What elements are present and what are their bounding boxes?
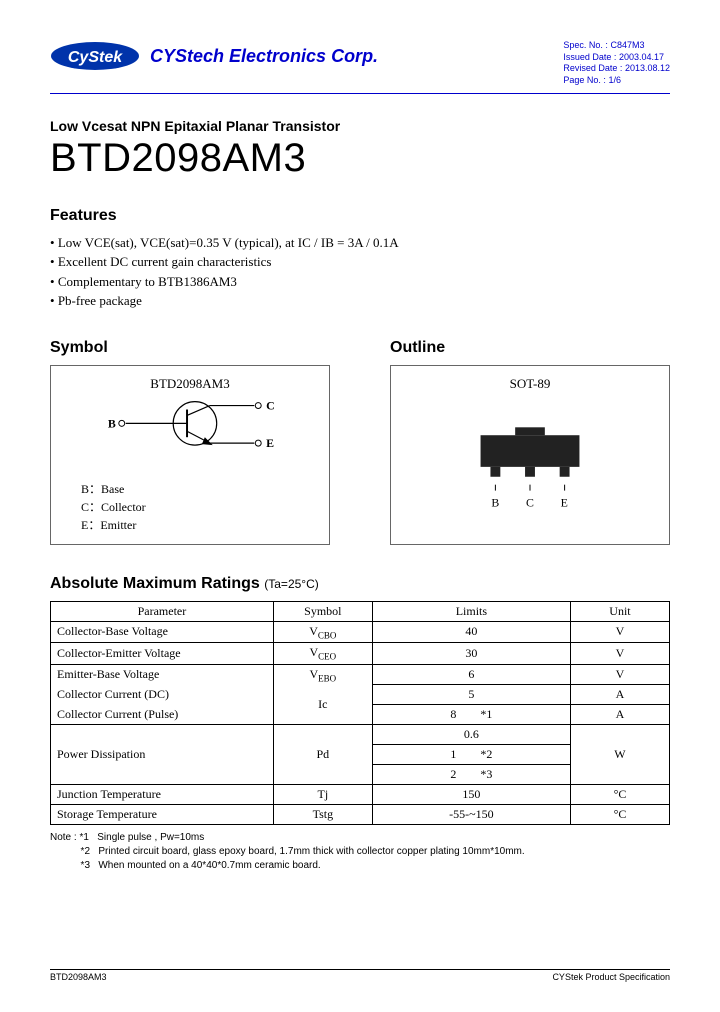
symbol: VEBO [273, 664, 372, 685]
footer-left: BTD2098AM3 [50, 972, 107, 982]
table-row: Storage Temperature Tstg -55-~150 °C [51, 805, 670, 825]
note-1: Note : *1 Single pulse , Pw=10ms [50, 831, 670, 845]
outline-heading: Outline [390, 339, 670, 357]
page-footer: BTD2098AM3 CYStek Product Specification [50, 969, 670, 982]
table-row: Junction Temperature Tj 150 °C [51, 785, 670, 805]
unit: V [570, 643, 669, 664]
param: Junction Temperature [51, 785, 274, 805]
table-row: Emitter-Base Voltage VEBO 6 V [51, 664, 670, 685]
note-2: *2 Printed circuit board, glass epoxy bo… [50, 845, 670, 859]
limit: 6 [372, 664, 570, 685]
symbol-box: BTD2098AM3 B C E [50, 365, 330, 545]
param: Collector-Base Voltage [51, 621, 274, 642]
outline-col: Outline SOT-89 B C E [390, 339, 670, 545]
col-parameter: Parameter [51, 601, 274, 621]
param: Collector Current (DC) [51, 685, 274, 705]
note-3: *3 When mounted on a 40*40*0.7mm ceramic… [50, 859, 670, 873]
ratings-table: Parameter Symbol Limits Unit Collector-B… [50, 601, 670, 826]
unit: V [570, 621, 669, 642]
package-outline-icon: B C E [391, 366, 669, 544]
feature-item: Pb-free package [50, 291, 670, 311]
revised-date: 2013.08.12 [625, 63, 670, 73]
symbol: VCEO [273, 643, 372, 664]
unit: A [570, 685, 669, 705]
outline-box: SOT-89 B C E [390, 365, 670, 545]
company-name: CYStech Electronics Corp. [150, 46, 378, 67]
svg-text:CyStek: CyStek [68, 49, 123, 66]
feature-item: Complementary to BTB1386AM3 [50, 272, 670, 292]
feature-item: Low VCE(sat), VCE(sat)=0.35 V (typical),… [50, 233, 670, 253]
param: Emitter-Base Voltage [51, 664, 274, 685]
logo-company-block: CyStek CYStech Electronics Corp. [50, 40, 378, 72]
param: Power Dissipation [51, 725, 274, 785]
col-limits: Limits [372, 601, 570, 621]
svg-text:B: B [108, 416, 116, 430]
ratings-heading-text: Absolute Maximum Ratings [50, 575, 260, 592]
legend-c: C：Collector [81, 498, 146, 516]
feature-item: Excellent DC current gain characteristic… [50, 252, 670, 272]
legend-b: B：Base [81, 480, 146, 498]
limit: 8 *1 [372, 705, 570, 725]
outline-title: SOT-89 [510, 376, 551, 392]
svg-text:E: E [561, 495, 568, 509]
table-row: Collector-Base Voltage VCBO 40 V [51, 621, 670, 642]
svg-text:C: C [266, 398, 275, 412]
symbol-col: Symbol BTD2098AM3 B C E [50, 339, 330, 545]
footer-right: CYStek Product Specification [552, 972, 670, 982]
table-row: Collector-Emitter Voltage VCEO 30 V [51, 643, 670, 664]
param: Storage Temperature [51, 805, 274, 825]
symbol: Tj [273, 785, 372, 805]
table-row: Collector Current (DC) Ic 5 A [51, 685, 670, 705]
part-number: BTD2098AM3 [50, 136, 670, 181]
param: Collector-Emitter Voltage [51, 643, 274, 664]
unit: °C [570, 785, 669, 805]
unit: °C [570, 805, 669, 825]
col-unit: Unit [570, 601, 669, 621]
unit: W [570, 725, 669, 785]
ratings-notes: Note : *1 Single pulse , Pw=10ms *2 Prin… [50, 831, 670, 873]
limit: 0.6 [372, 725, 570, 745]
legend-e: E：Emitter [81, 516, 146, 534]
unit: V [570, 664, 669, 685]
limit: 150 [372, 785, 570, 805]
spec-no: C847M3 [610, 40, 644, 50]
revised-label: Revised Date : [563, 63, 622, 73]
col-symbol: Symbol [273, 601, 372, 621]
limit: 2 *3 [372, 765, 570, 785]
limit: 40 [372, 621, 570, 642]
page-label: Page No. : [563, 75, 606, 85]
symbol-outline-row: Symbol BTD2098AM3 B C E [50, 339, 670, 545]
symbol-title: BTD2098AM3 [150, 376, 229, 392]
symbol: VCBO [273, 621, 372, 642]
unit: A [570, 705, 669, 725]
features-list: Low VCE(sat), VCE(sat)=0.35 V (typical),… [50, 233, 670, 311]
issued-date: 2003.04.17 [619, 52, 664, 62]
svg-text:B: B [491, 495, 499, 509]
features-heading: Features [50, 207, 670, 225]
spec-info: Spec. No. : C847M3 Issued Date : 2003.04… [563, 40, 670, 87]
symbol-heading: Symbol [50, 339, 330, 357]
param: Collector Current (Pulse) [51, 705, 274, 725]
limit: 1 *2 [372, 745, 570, 765]
svg-text:C: C [526, 495, 534, 509]
ratings-condition: (Ta=25°C) [264, 577, 319, 591]
limit: 30 [372, 643, 570, 664]
doc-subtitle: Low Vcesat NPN Epitaxial Planar Transist… [50, 118, 670, 134]
limit: -55-~150 [372, 805, 570, 825]
issued-label: Issued Date : [563, 52, 616, 62]
pin-legend: B：Base C：Collector E：Emitter [81, 480, 146, 534]
symbol: Pd [273, 725, 372, 785]
symbol: Ic [273, 685, 372, 725]
spec-no-label: Spec. No. : [563, 40, 608, 50]
ratings-heading: Absolute Maximum Ratings (Ta=25°C) [50, 575, 670, 593]
cystek-logo: CyStek [50, 40, 140, 72]
table-header-row: Parameter Symbol Limits Unit [51, 601, 670, 621]
limit: 5 [372, 685, 570, 705]
symbol: Tstg [273, 805, 372, 825]
svg-text:E: E [266, 436, 274, 450]
table-row: Power Dissipation Pd 0.6 W [51, 725, 670, 745]
page-header: CyStek CYStech Electronics Corp. Spec. N… [50, 40, 670, 94]
page-no: 1/6 [608, 75, 621, 85]
